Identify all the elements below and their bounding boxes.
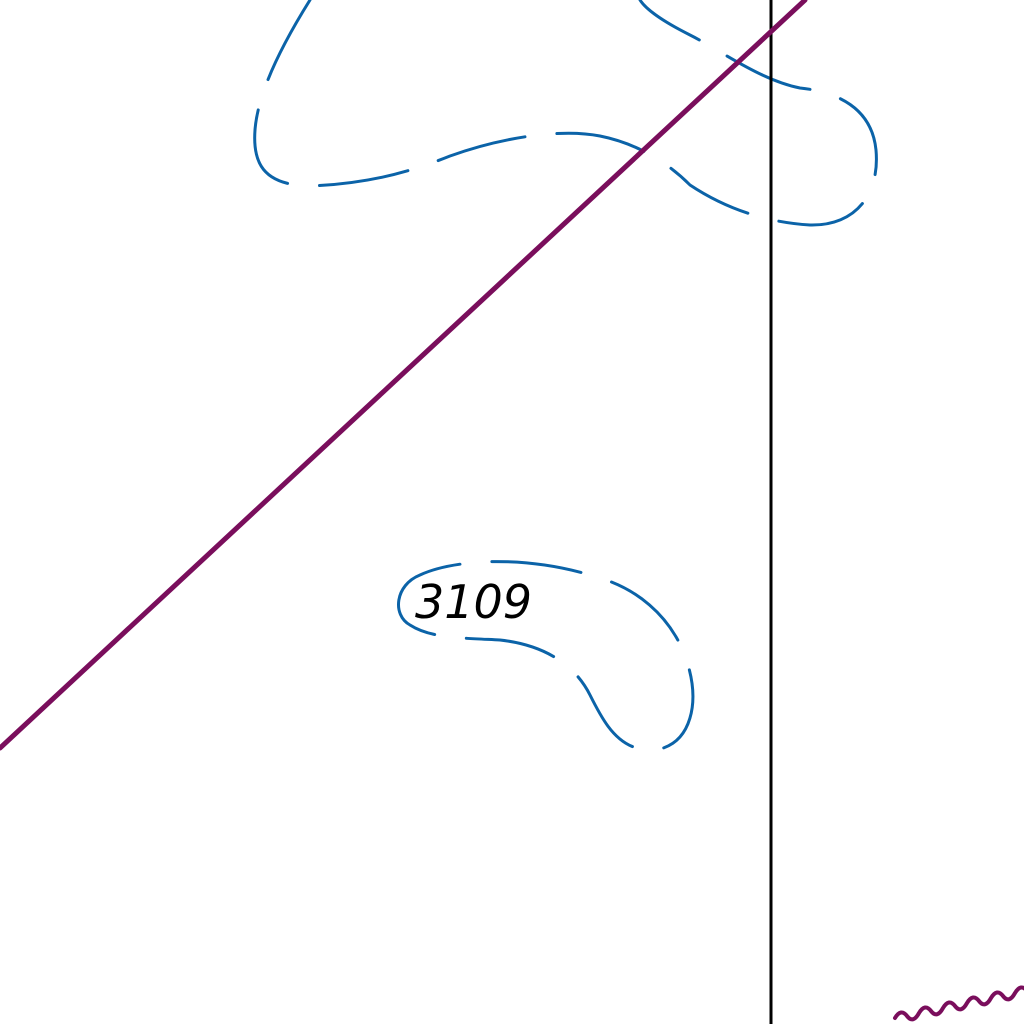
wavy-line [893,985,1024,1022]
elevation-label: 3109 [415,575,532,629]
route-line [0,0,808,751]
contour-line-upper [253,0,878,227]
contour-line-lower [397,560,695,752]
